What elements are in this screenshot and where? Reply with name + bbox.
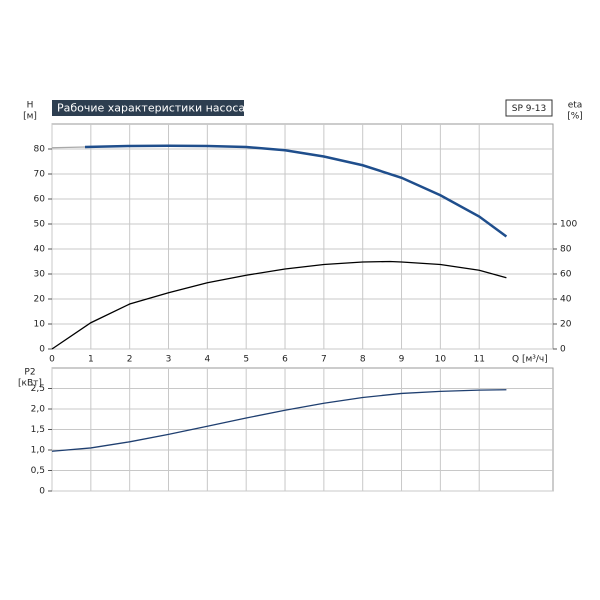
x-tick-label: 7 [321, 355, 327, 365]
series-line [51, 389, 507, 452]
x-tick-label: 8 [360, 355, 366, 365]
series-line [51, 146, 86, 149]
y-tick-label: 0 [39, 345, 45, 355]
y-tick-label: 30 [34, 270, 46, 280]
y-tick-label: 0 [39, 487, 45, 497]
model-box [505, 99, 553, 117]
y-label: P2 [24, 368, 35, 378]
y-tick-label: 1,5 [31, 425, 45, 435]
x-label: Q [м³/ч] [512, 355, 548, 365]
y-tick-label: 2,0 [31, 405, 46, 415]
y-tick-label: 40 [34, 245, 46, 255]
y-unit: [м] [23, 112, 37, 122]
y2-tick-label: 100 [560, 220, 577, 230]
x-tick-label: 3 [166, 355, 172, 365]
y2-tick-label: 40 [560, 295, 572, 305]
y-label: H [27, 101, 34, 111]
x-tick-label: 1 [88, 355, 94, 365]
y2-tick-label: 20 [560, 320, 572, 330]
x-tick-label: 11 [473, 355, 484, 365]
y-tick-label: 0,5 [31, 466, 45, 476]
y-tick-label: 60 [34, 195, 46, 205]
y-tick-label: 50 [34, 220, 46, 230]
x-tick-label: 2 [127, 355, 133, 365]
y-unit: [кВт] [18, 379, 42, 389]
x-tick-label: 10 [435, 355, 447, 365]
y-tick-label: 80 [34, 145, 46, 155]
series-line [51, 260, 507, 350]
model: SP 9-13 [512, 104, 546, 114]
x-tick-label: 6 [282, 355, 288, 365]
plot-frame [51, 123, 554, 350]
x-tick-label: 0 [49, 355, 55, 365]
y2-unit: [%] [567, 112, 583, 122]
chart-title: Рабочие характеристики насоса [57, 102, 245, 115]
y-tick-label: 1,0 [31, 446, 46, 456]
series-line [84, 144, 508, 238]
x-tick-label: 5 [243, 355, 249, 365]
y2-tick-label: 60 [560, 270, 572, 280]
y2-tick-label: 80 [560, 245, 572, 255]
x-tick-label: 9 [399, 355, 405, 365]
y2-label: eta [568, 101, 583, 111]
title-box [52, 100, 244, 116]
y-tick-label: 20 [34, 295, 46, 305]
y-tick-label: 10 [34, 320, 46, 330]
y-tick-label: 2,5 [31, 384, 45, 394]
x-tick-label: 4 [204, 355, 210, 365]
y2-tick-label: 0 [560, 345, 566, 355]
y-tick-label: 70 [34, 170, 46, 180]
